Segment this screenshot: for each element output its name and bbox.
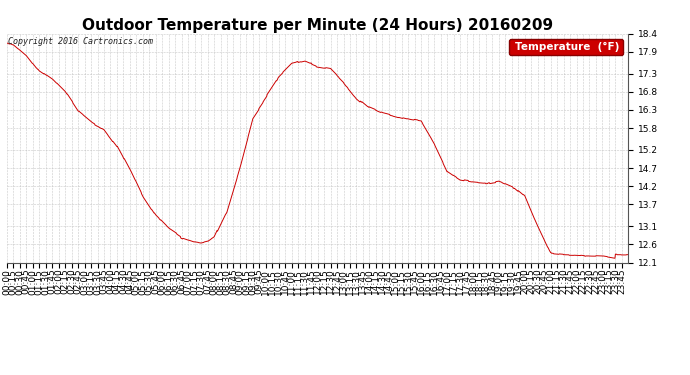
- Title: Outdoor Temperature per Minute (24 Hours) 20160209: Outdoor Temperature per Minute (24 Hours…: [82, 18, 553, 33]
- Legend: Temperature  (°F): Temperature (°F): [509, 39, 622, 55]
- Text: Copyright 2016 Cartronics.com: Copyright 2016 Cartronics.com: [8, 37, 153, 46]
